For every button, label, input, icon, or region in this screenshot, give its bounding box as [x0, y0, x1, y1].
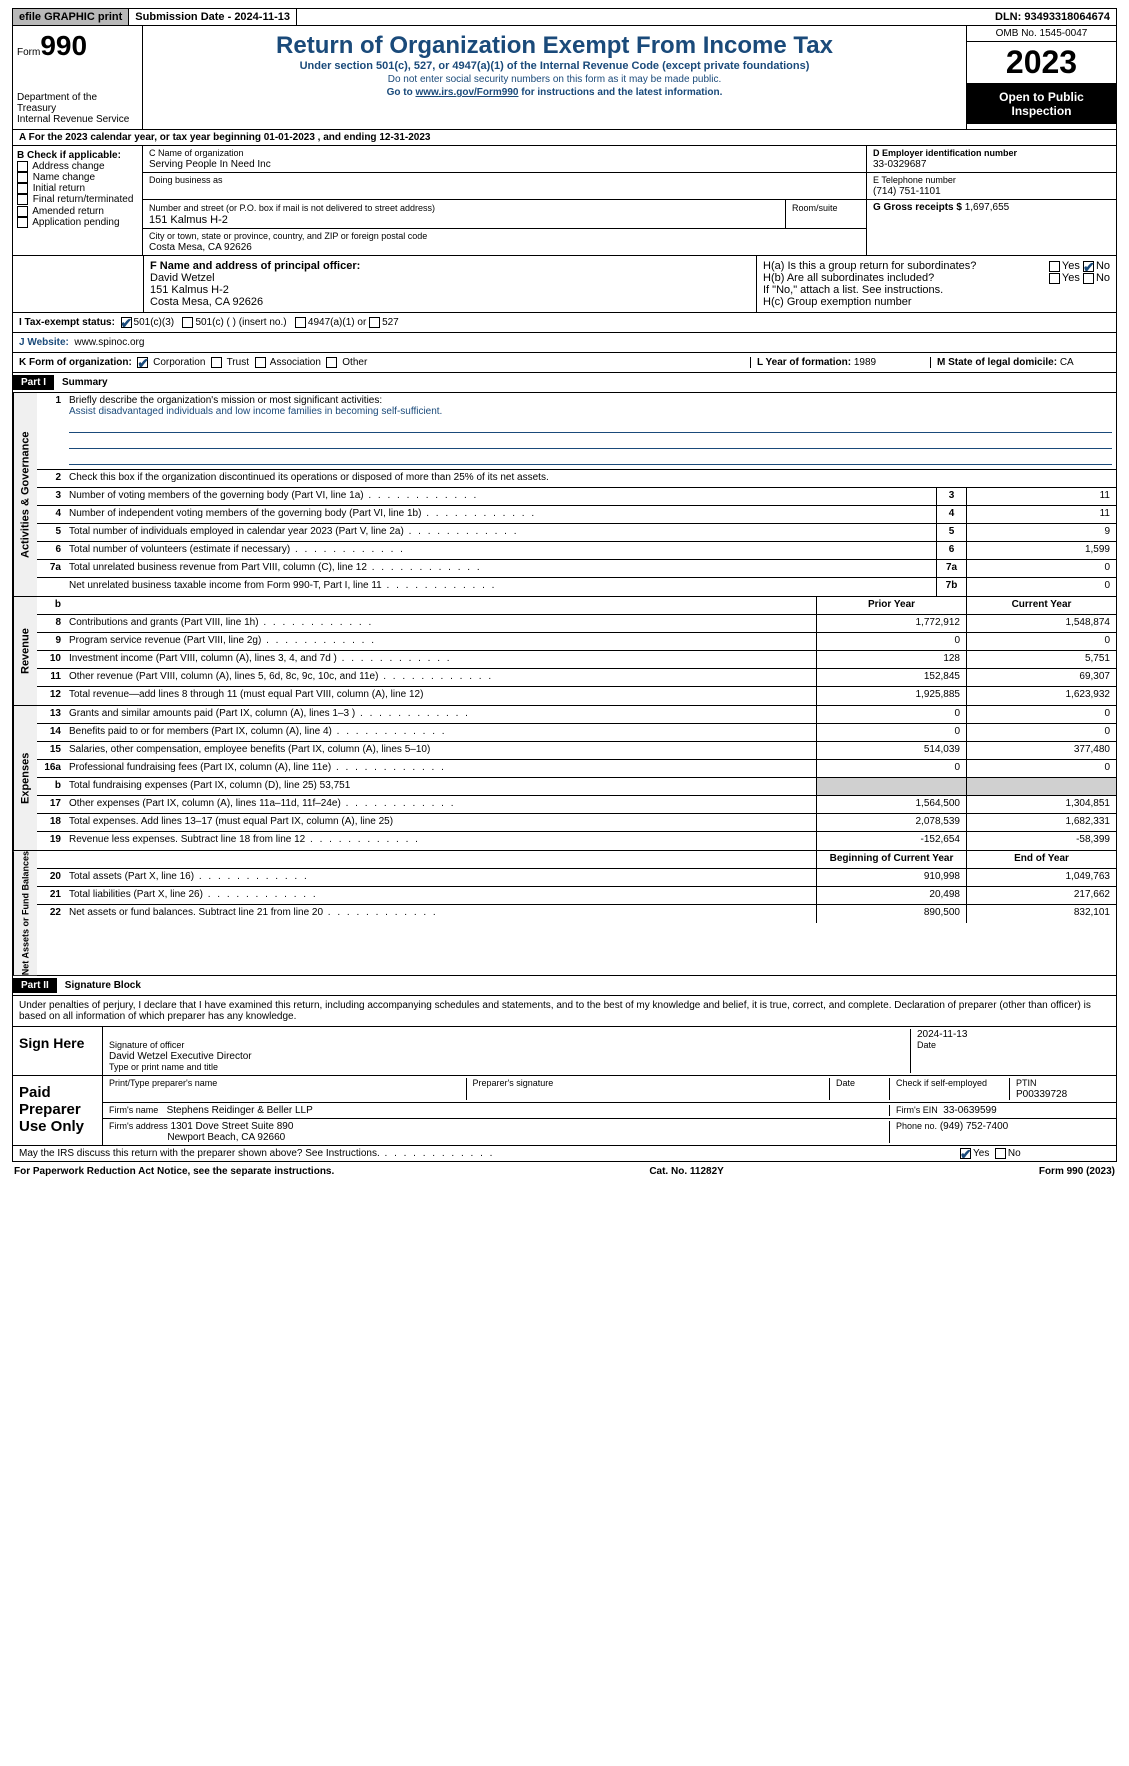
section-a: A For the 2023 calendar year, or tax yea… — [12, 130, 1117, 146]
sign-here-label: Sign Here — [13, 1027, 103, 1075]
revenue-section: Revenue bPrior YearCurrent Year 8Contrib… — [12, 597, 1117, 706]
expenses-section: Expenses 13Grants and similar amounts pa… — [12, 706, 1117, 851]
section-h: H(a) Is this a group return for subordin… — [756, 256, 1116, 312]
goto-link[interactable]: Go to www.irs.gov/Form990 for instructio… — [147, 87, 962, 98]
section-c: C Name of organizationServing People In … — [143, 146, 866, 255]
page-footer: For Paperwork Reduction Act Notice, see … — [12, 1162, 1117, 1181]
efile-print-button[interactable]: efile GRAPHIC print — [13, 9, 129, 25]
form-990-page: efile GRAPHIC print Submission Date - 20… — [0, 0, 1129, 1189]
section-f: F Name and address of principal officer:… — [143, 256, 756, 312]
section-k-l-m: K Form of organization: Corporation Trus… — [12, 353, 1117, 373]
form-number: Form990 — [17, 30, 138, 62]
dln: DLN: 93493318064674 — [989, 9, 1116, 25]
tax-year: 2023 — [967, 42, 1116, 84]
sections-d-e-g: D Employer identification number33-03296… — [866, 146, 1116, 255]
net-assets-tab: Net Assets or Fund Balances — [13, 851, 37, 975]
section-j: J Website: www.spinoc.org — [12, 333, 1117, 353]
part-1-header: Part ISummary — [12, 373, 1117, 393]
expenses-tab: Expenses — [13, 706, 37, 850]
paid-preparer-label: Paid Preparer Use Only — [13, 1076, 103, 1145]
governance-tab: Activities & Governance — [13, 393, 37, 596]
submission-date: Submission Date - 2024-11-13 — [129, 9, 297, 25]
form-header: Form990 Department of the Treasury Inter… — [12, 26, 1117, 130]
omb-number: OMB No. 1545-0047 — [967, 26, 1116, 42]
ssn-warning: Do not enter social security numbers on … — [147, 74, 962, 85]
revenue-tab: Revenue — [13, 597, 37, 705]
signature-block: Under penalties of perjury, I declare th… — [12, 996, 1117, 1162]
form-title: Return of Organization Exempt From Incom… — [147, 32, 962, 60]
open-to-public: Open to Public Inspection — [967, 84, 1116, 124]
form-subtitle: Under section 501(c), 527, or 4947(a)(1)… — [147, 60, 962, 72]
sections-f-h: F Name and address of principal officer:… — [12, 256, 1117, 313]
net-assets-section: Net Assets or Fund Balances Beginning of… — [12, 851, 1117, 976]
sections-b-through-g: B Check if applicable: Address change Na… — [12, 146, 1117, 256]
perjury-declaration: Under penalties of perjury, I declare th… — [13, 996, 1116, 1026]
topbar: efile GRAPHIC print Submission Date - 20… — [12, 8, 1117, 26]
section-i: I Tax-exempt status: 501(c)(3) 501(c) ( … — [12, 313, 1117, 333]
dept-treasury: Department of the Treasury Internal Reve… — [17, 92, 138, 125]
part-2-header: Part IISignature Block — [12, 976, 1117, 996]
discuss-question: May the IRS discuss this return with the… — [19, 1148, 960, 1159]
governance-section: Activities & Governance 1 Briefly descri… — [12, 393, 1117, 597]
section-b: B Check if applicable: Address change Na… — [13, 146, 143, 255]
